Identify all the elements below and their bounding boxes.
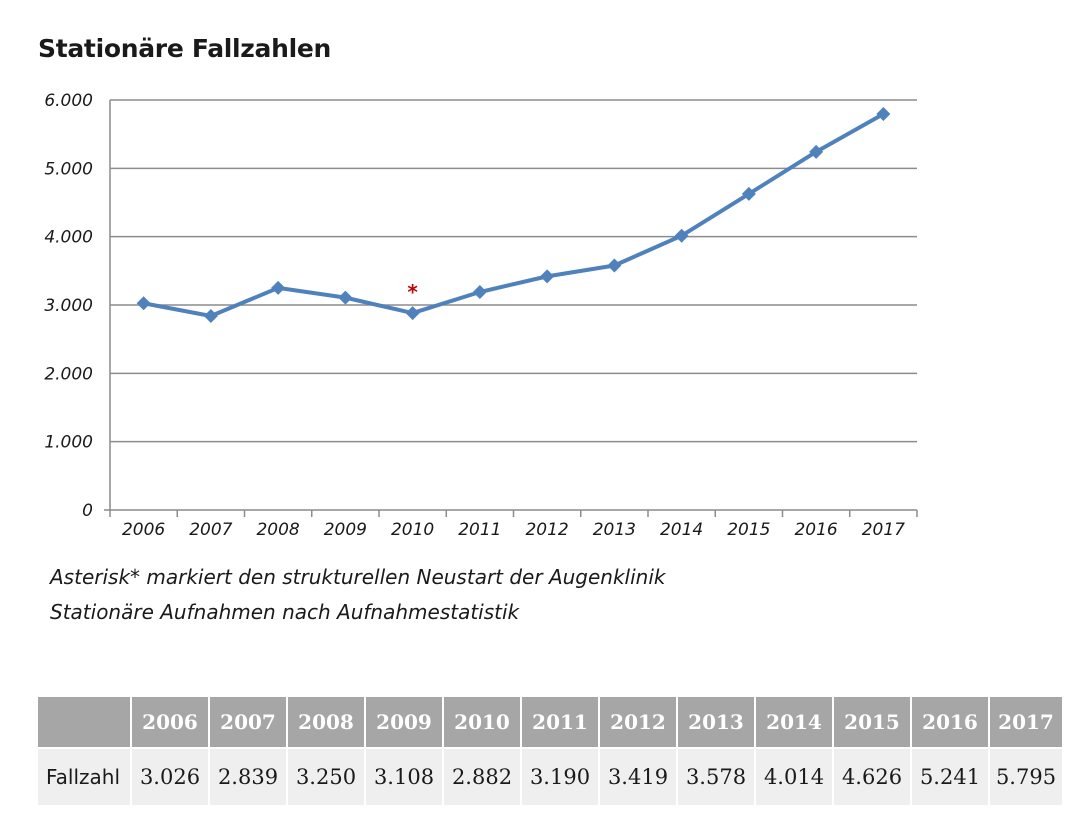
data-point	[472, 285, 487, 300]
table-header-cell: 2007	[209, 697, 288, 748]
table-header-cell: 2017	[989, 697, 1062, 748]
footnote-asterisk: Asterisk* markiert den strukturellen Neu…	[50, 565, 666, 589]
data-point	[136, 296, 151, 311]
table-header-empty	[38, 697, 132, 748]
table-cell: 3.190	[521, 747, 600, 805]
chart-title: Stationäre Fallzahlen	[38, 34, 332, 63]
x-tick-label: 2015	[727, 520, 770, 540]
y-tick-label: 0	[82, 501, 93, 521]
x-tick-label: 2016	[794, 520, 837, 540]
table-cell: 3.026	[131, 747, 210, 805]
data-point	[540, 269, 555, 284]
data-point	[809, 144, 824, 159]
x-tick-label: 2011	[458, 520, 501, 540]
table-header-cell: 2010	[443, 697, 522, 748]
x-tick-label: 2012	[525, 520, 568, 540]
data-point	[741, 186, 756, 201]
x-tick-label: 2008	[256, 520, 299, 540]
table-header-cell: 2013	[677, 697, 756, 748]
footnote-source: Stationäre Aufnahmen nach Aufnahmestatis…	[50, 600, 520, 624]
data-point	[271, 280, 286, 295]
data-point	[405, 306, 420, 321]
line-chart: 0 1.000 2.000 3.000 4.000 5.000 6.000 2006 2007 2…	[44, 91, 918, 540]
table-header-cell: 2012	[599, 697, 678, 748]
table-cell: 4.014	[755, 747, 834, 805]
series-line	[143, 112, 885, 319]
data-point	[674, 228, 689, 243]
y-tick-label: 5.000	[44, 159, 93, 179]
table-cell: 5.795	[989, 747, 1062, 805]
table-header-cell: 2016	[911, 697, 990, 748]
table-header-cell: 2015	[833, 697, 912, 748]
table-cell: 3.578	[677, 747, 756, 805]
table-row-label: Fallzahl	[38, 747, 132, 805]
y-tick-label: 2.000	[44, 364, 93, 384]
table-header-cell: 2011	[521, 697, 600, 748]
table-row: Fallzahl 3.026 2.839 3.250 3.108 2.882 3.190 3…	[38, 747, 1062, 805]
table-cell: 2.882	[443, 747, 522, 805]
data-point	[876, 107, 891, 122]
table-cell: 3.108	[365, 747, 444, 805]
table-cell: 5.241	[911, 747, 990, 805]
x-tick-label: 2009	[324, 520, 367, 540]
table-cell: 4.626	[833, 747, 912, 805]
x-tick-label: 2013	[593, 520, 636, 540]
y-tick-label: 1.000	[44, 433, 93, 453]
x-tick-label: 2010	[391, 520, 434, 540]
table-cell: 3.419	[599, 747, 678, 805]
x-tick-label: 2017	[862, 520, 905, 540]
table-header-cell: 2006	[131, 697, 210, 748]
table-header-cell: 2009	[365, 697, 444, 748]
y-tick-label: 3.000	[44, 296, 93, 316]
table-cell: 2.839	[209, 747, 288, 805]
table-header-row: 2006 2007 2008 2009 2010 2011 2012 2013 2014 2015…	[38, 697, 1062, 748]
table-header-cell: 2008	[287, 697, 366, 748]
table-header-cell: 2014	[755, 697, 834, 748]
annotation-asterisk: *	[407, 280, 418, 304]
x-tick-label: 2007	[189, 520, 232, 540]
data-table: 2006 2007 2008 2009 2010 2011 2012 2013 2014 2015…	[38, 697, 1062, 805]
y-tick-label: 6.000	[44, 91, 93, 111]
data-point	[203, 309, 218, 324]
y-tick-label: 4.000	[44, 228, 93, 248]
data-point	[338, 290, 353, 305]
x-tick-label: 2006	[122, 520, 165, 540]
table-cell: 3.250	[287, 747, 366, 805]
x-tick-label: 2014	[660, 520, 703, 540]
data-point	[607, 258, 622, 273]
